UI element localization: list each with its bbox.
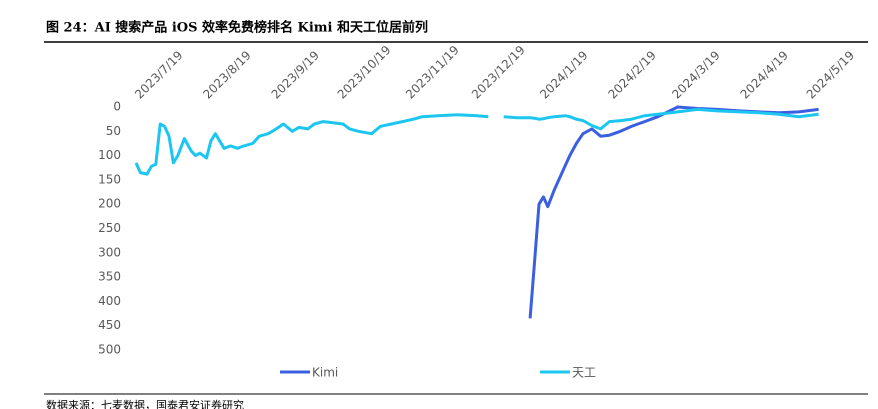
y-tick-label: 350 xyxy=(98,270,121,284)
x-tick-label: 2024/1/19 xyxy=(537,48,590,101)
y-tick-label: 400 xyxy=(98,294,121,308)
x-tick-label: 2024/2/19 xyxy=(606,48,659,101)
y-tick-label: 100 xyxy=(98,148,121,162)
legend-label: Kimi xyxy=(312,366,338,380)
y-tick-label: 250 xyxy=(98,221,121,235)
y-tick-label: 500 xyxy=(98,343,121,357)
source-note: 数据来源：七麦数据，国泰君安证券研究 xyxy=(46,398,244,409)
legend-label: 天工 xyxy=(572,366,596,380)
x-tick-label: 2023/9/19 xyxy=(269,48,322,101)
x-tick-label: 2023/7/19 xyxy=(132,48,185,101)
y-tick-label: 300 xyxy=(98,245,121,259)
x-tick-label: 2024/5/19 xyxy=(804,48,857,101)
x-tick-label: 2023/12/19 xyxy=(469,43,528,102)
y-tick-label: 150 xyxy=(98,172,121,186)
series-line xyxy=(528,105,819,319)
x-tick-label: 2024/3/19 xyxy=(669,48,722,101)
x-tick-label: 2023/11/19 xyxy=(403,43,462,102)
y-tick-label: 0 xyxy=(113,100,121,114)
x-tick-label: 2023/8/19 xyxy=(200,48,253,101)
x-tick-label: 2024/4/19 xyxy=(738,48,791,101)
y-tick-label: 200 xyxy=(98,197,121,211)
x-tick-label: 2023/10/19 xyxy=(335,43,394,102)
y-tick-label: 50 xyxy=(106,124,121,138)
y-tick-label: 450 xyxy=(98,318,121,332)
chart-title: 图 24：AI 搜索产品 iOS 效率免费榜排名 Kimi 和天工位居前列 xyxy=(46,20,428,36)
series-line xyxy=(134,107,819,176)
